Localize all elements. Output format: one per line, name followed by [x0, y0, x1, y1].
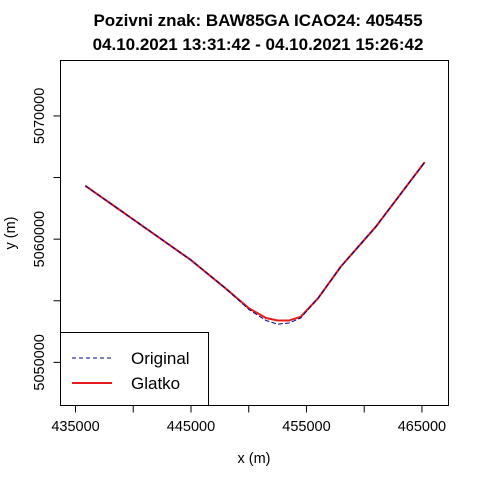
chart-title: Pozivni znak: BAW85GA ICAO24: 405455 [93, 11, 422, 30]
x-tick-label: 445000 [167, 419, 215, 435]
x-axis-label: x (m) [237, 451, 270, 467]
x-axis: 435000 445000 455000 465000 [51, 405, 446, 435]
y-tick-label: 5070000 [32, 88, 48, 144]
legend-label-original: Original [131, 349, 190, 368]
legend-box [60, 332, 209, 406]
x-tick-label: 435000 [51, 419, 99, 435]
legend: Original Glatko [60, 332, 209, 406]
y-axis: 5050000 5060000 5070000 [32, 88, 61, 391]
x-tick-label: 455000 [282, 419, 330, 435]
chart-subtitle: 04.10.2021 13:31:42 - 04.10.2021 15:26:4… [93, 35, 424, 54]
plot-frame [60, 60, 449, 406]
x-tick-label: 465000 [398, 419, 446, 435]
y-tick-label: 5060000 [32, 211, 48, 267]
y-axis-label: y (m) [3, 216, 19, 249]
legend-label-glatko: Glatko [131, 374, 180, 393]
series-layer [84, 161, 426, 325]
series-line-glatko [84, 161, 426, 322]
series-line-original [85, 162, 425, 325]
y-tick-label: 5050000 [32, 334, 48, 390]
